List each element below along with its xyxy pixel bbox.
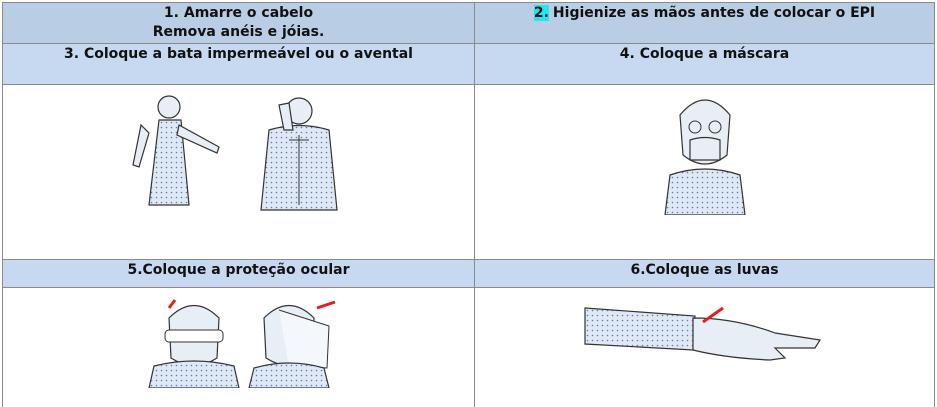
cell: 3. Coloque a bata impermeável ou o avent…	[2, 43, 475, 85]
cell	[474, 84, 935, 260]
cell: 4. Coloque a máscara	[474, 43, 935, 85]
gloves-illustration	[583, 306, 821, 361]
row: 1. Amarre o cabelo Remova anéis e jóias.…	[2, 2, 935, 44]
cell-text: Higienize as mãos antes de colocar o EPI	[552, 5, 876, 21]
row	[2, 84, 935, 260]
cell: 1. Amarre o cabelo Remova anéis e jóias.	[2, 2, 475, 44]
mask-illustration	[663, 99, 746, 215]
cell: 6.Coloque as luvas	[474, 259, 935, 288]
cell	[2, 287, 475, 407]
row	[2, 287, 935, 407]
eye-protection-illustration	[147, 299, 335, 388]
step-number: 2.	[533, 5, 549, 21]
cell: 2. Higienize as mãos antes de colocar o E…	[474, 2, 935, 44]
cell-text: 1. Amarre o cabelo	[163, 5, 314, 21]
cell: 5.Coloque a proteção ocular	[2, 259, 475, 288]
cell-text: Remova anéis e jóias.	[152, 24, 325, 40]
cell	[474, 287, 935, 407]
row: 5.Coloque a proteção ocular 6.Coloque as…	[2, 259, 935, 288]
row: 3. Coloque a bata impermeável ou o avent…	[2, 43, 935, 85]
cell	[2, 84, 475, 260]
gown-illustration	[131, 95, 338, 211]
